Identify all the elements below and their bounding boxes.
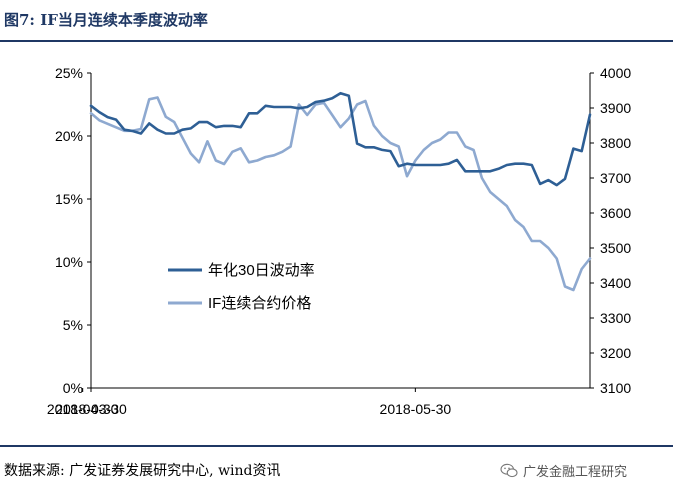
y-tick-label-right: 3500 <box>600 240 631 256</box>
chart-axes: 0% 5% 10% 15% 20% 25% 3100 3200 3300 3400 3500 3600… <box>47 65 631 417</box>
y-tick-label-left: 15% <box>55 191 83 207</box>
watermark-text: 广发金融工程研究 <box>523 465 628 480</box>
chart-legend: 年化30日波动率 IF连续合约价格 <box>168 262 315 312</box>
y-tick-label-left: 0% <box>63 380 83 396</box>
y-tick-label-right: 3700 <box>600 170 631 186</box>
series-line-volatility <box>89 91 592 187</box>
footer-rule <box>0 445 673 447</box>
y-tick-label-right: 3100 <box>600 380 631 396</box>
y-tick-label-right: 3300 <box>600 310 631 326</box>
y-tick-label-right: 4000 <box>600 65 631 81</box>
chart-series <box>89 91 592 292</box>
y-tick-label-right: 3600 <box>600 205 631 221</box>
legend-label-if-price: IF连续合约价格 <box>208 295 311 312</box>
y-tick-label-left: 25% <box>55 65 83 81</box>
legend-label-volatility: 年化30日波动率 <box>208 262 315 279</box>
y-tick-label-left: 10% <box>55 254 83 270</box>
y-tick-label-right: 3800 <box>600 135 631 151</box>
y-tick-label-left: 20% <box>55 128 83 144</box>
x-tick-label: 2018-05-30 <box>380 401 452 417</box>
watermark: 广发金融工程研究 <box>500 461 627 480</box>
y-tick-label-right: 3400 <box>600 275 631 291</box>
series-line-if-price <box>89 96 592 292</box>
data-source-text: 数据来源: 广发证券发展研究中心, wind资讯 <box>4 463 281 479</box>
y-tick-label-right: 3200 <box>600 345 631 361</box>
chart-title: 图7: IF当月连续本季度波动率 <box>4 11 208 29</box>
title-bar: 图7: IF当月连续本季度波动率 <box>0 0 673 44</box>
footer: 数据来源: 广发证券发展研究中心, wind资讯 广发金融工程研究 <box>0 448 673 496</box>
y-tick-label-left: 5% <box>63 317 83 333</box>
y-tick-label-right: 3900 <box>600 100 631 116</box>
x-tick-label: 2018-04-30 <box>47 401 119 417</box>
title-rule <box>0 40 673 42</box>
wechat-icon <box>500 463 518 477</box>
x-tick-label: 2018-03-30 <box>55 401 127 417</box>
chart: 0% 5% 10% 15% 20% 25% 3100 3200 3300 3400 3500 3600… <box>47 65 631 417</box>
